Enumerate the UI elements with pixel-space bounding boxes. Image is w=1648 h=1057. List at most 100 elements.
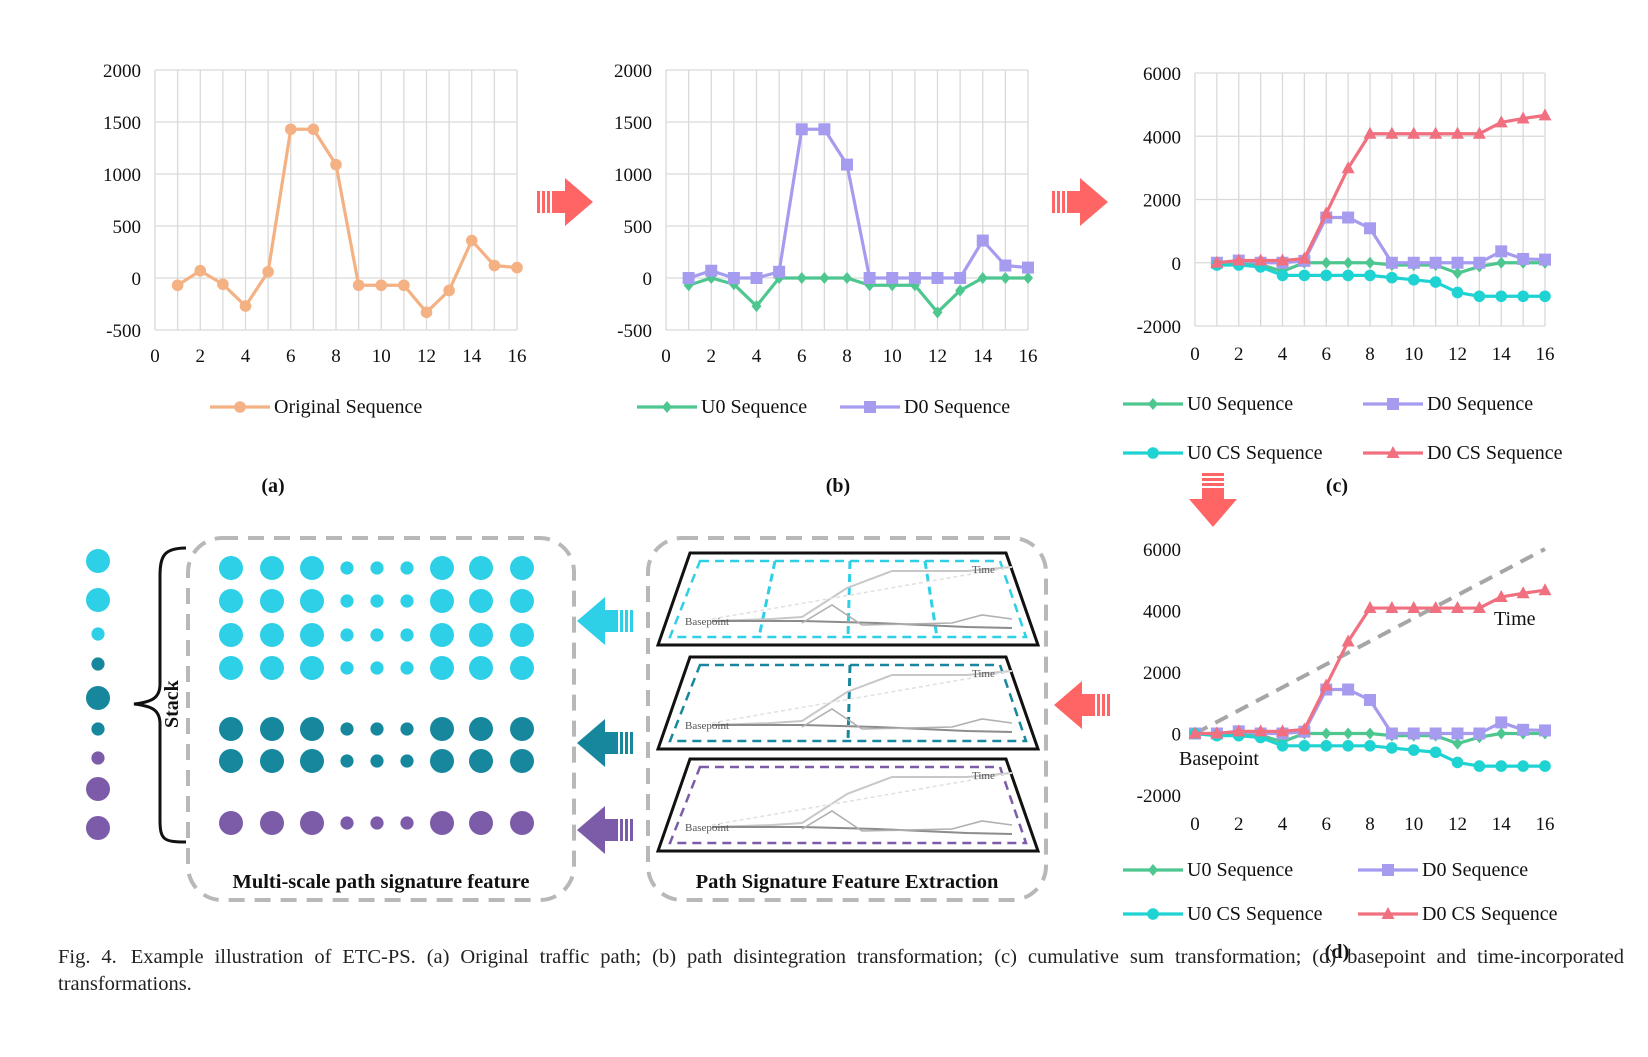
flow-arrows <box>537 178 1237 854</box>
data-point <box>1254 724 1268 737</box>
data-point <box>1210 726 1224 739</box>
data-point <box>330 158 342 171</box>
data-point <box>773 265 786 278</box>
data-point <box>1496 256 1507 269</box>
data-point <box>1364 222 1376 235</box>
data-point <box>1407 744 1420 756</box>
arrow-head <box>577 806 618 854</box>
signature-dot <box>370 561 384 575</box>
legend-label: D0 Sequence <box>904 396 1010 418</box>
data-point <box>1188 726 1202 739</box>
extraction-title: Path Signature Feature Extraction <box>696 871 999 893</box>
arrow-stripe <box>620 610 623 632</box>
data-point <box>1000 272 1011 284</box>
signature-dot <box>260 811 284 835</box>
data-point <box>1451 126 1464 139</box>
data-point <box>1539 724 1551 737</box>
signature-dot <box>510 811 534 835</box>
mini-basepoint-label: Basepoint <box>685 616 729 628</box>
y-tick-label: 0 <box>1172 725 1182 746</box>
data-point <box>171 279 184 292</box>
series-line <box>688 276 1028 314</box>
legend-marker <box>1147 447 1159 459</box>
legend-marker <box>1387 398 1399 410</box>
data-point <box>1363 601 1377 614</box>
data-point <box>1429 746 1442 759</box>
data-point <box>727 272 740 284</box>
legend-label: D0 Sequence <box>1422 859 1528 881</box>
stacked-feature-dot <box>86 816 110 840</box>
extraction-layers: Time Basepoint Time Basepoint Time Basepoint <box>655 551 1041 853</box>
data-point <box>262 265 274 278</box>
signature-dot <box>300 623 324 647</box>
signature-dot <box>510 589 534 613</box>
data-point <box>1495 760 1508 772</box>
x-tick-label: 6 <box>1322 344 1332 365</box>
legend-label: U0 Sequence <box>1187 859 1293 881</box>
data-point <box>1407 727 1420 740</box>
x-tick-label: 12 <box>928 346 947 367</box>
data-point <box>1364 740 1376 752</box>
x-tick-label: 8 <box>842 346 852 367</box>
data-point <box>1473 290 1486 303</box>
data-point <box>465 234 478 247</box>
stacked-feature-dot <box>86 686 110 710</box>
stacked-feature-column <box>86 549 110 840</box>
signature-dot <box>340 594 354 608</box>
data-point <box>1539 760 1551 772</box>
signature-dot <box>340 628 354 642</box>
data-point <box>1517 252 1530 265</box>
x-tick-label: 4 <box>752 346 762 367</box>
signature-dot <box>400 722 414 736</box>
data-point <box>1342 683 1355 696</box>
x-tick-label: 14 <box>462 346 482 367</box>
data-point <box>795 123 808 136</box>
y-tick-label: 6000 <box>1143 64 1181 85</box>
data-point <box>1276 724 1289 737</box>
data-point <box>1386 271 1398 284</box>
series-line <box>1216 263 1545 298</box>
chart-c: -2000 0 2000 4000 6000 0 2 4 6 8 10 12 14 16 U0 Sequen… <box>1123 64 1563 464</box>
arrow-stripe <box>630 819 633 841</box>
x-tick-label: 12 <box>1448 814 1467 835</box>
x-tick-label: 12 <box>417 346 436 367</box>
data-point <box>375 279 388 292</box>
multiscale-dashed-box <box>186 536 576 902</box>
legend-marker <box>1147 908 1159 920</box>
data-point <box>1023 272 1033 284</box>
y-tick-label: 1000 <box>614 165 652 186</box>
data-point <box>1298 740 1311 752</box>
data-point <box>1365 256 1375 269</box>
arrow-head <box>1067 178 1108 226</box>
data-point <box>1407 601 1421 614</box>
arrow-stripe <box>1202 478 1224 481</box>
data-point <box>908 272 921 284</box>
extraction-layer: Time Basepoint <box>655 757 1041 853</box>
data-point <box>976 234 989 247</box>
data-point <box>1517 290 1529 303</box>
data-point <box>194 264 207 277</box>
data-point <box>1517 760 1529 772</box>
legend-label: D0 CS Sequence <box>1427 442 1563 464</box>
chart-b: -500 0 500 1000 1500 2000 0 2 4 6 8 10 12 14 16 U0 Sequ… <box>614 61 1038 418</box>
arrow-stripe <box>620 732 623 754</box>
data-point <box>1473 760 1486 772</box>
signature-dot <box>300 589 324 613</box>
arrow-stripe <box>1057 191 1060 213</box>
arrow-stripe <box>547 191 550 213</box>
layer-window-frame <box>668 765 1028 845</box>
layer-window-frame <box>668 559 1028 639</box>
data-point <box>511 261 523 274</box>
series-line <box>1216 215 1546 265</box>
stacked-feature-dot <box>91 722 105 736</box>
x-tick-label: 2 <box>196 346 206 367</box>
series-line <box>1216 261 1545 275</box>
x-tick-label: 6 <box>797 346 807 367</box>
data-point <box>1494 589 1508 602</box>
x-tick-label: 4 <box>1278 814 1288 835</box>
data-point <box>1452 267 1463 280</box>
data-point <box>352 279 365 292</box>
data-point <box>1319 678 1333 691</box>
data-point <box>443 284 455 297</box>
legend-marker <box>864 401 876 413</box>
